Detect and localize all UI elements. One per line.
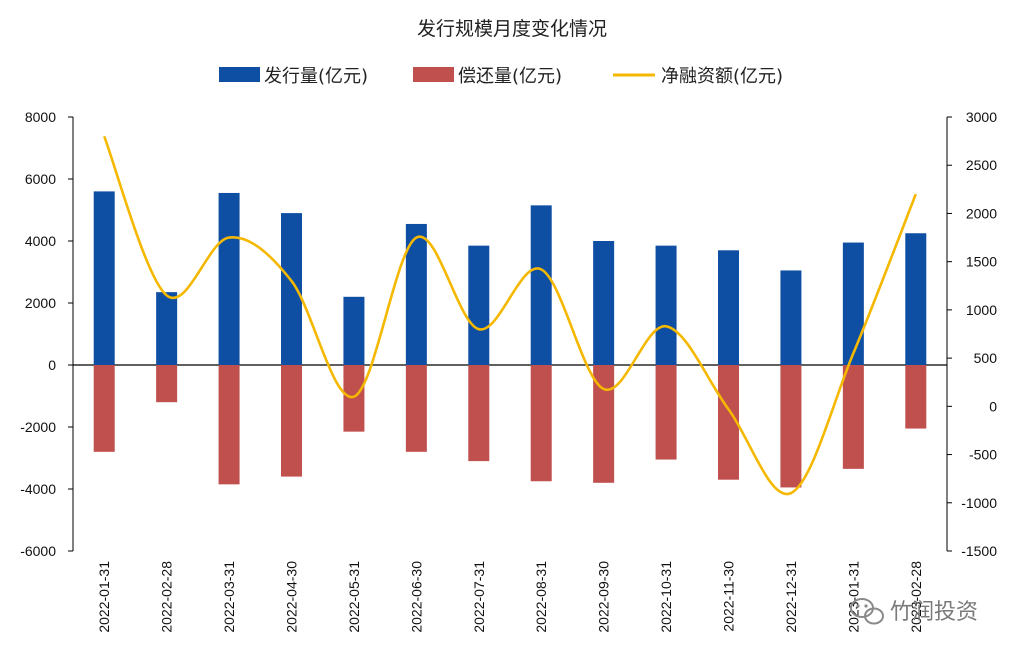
net-financing-line-group bbox=[102, 135, 918, 496]
issuance-bar bbox=[405, 223, 427, 365]
x-tick-label: 2022-08-31 bbox=[533, 561, 549, 633]
y-left-tick-label: 6000 bbox=[25, 171, 56, 187]
axes: 8000 6000 4000 2000 0 -2000 -4000 -6000 3000 2500… bbox=[20, 109, 997, 559]
x-tick-label: 2022-05-31 bbox=[346, 561, 362, 633]
legend-swatch-repayment bbox=[413, 67, 454, 82]
x-tick-label: 2022-06-30 bbox=[408, 561, 424, 633]
x-tick-label: 2023-01-31 bbox=[845, 561, 861, 633]
y-right-tick-label: 0 bbox=[989, 398, 997, 414]
y-left-tick-label: -6000 bbox=[20, 543, 56, 559]
legend-label-net-financing: 净融资额(亿元) bbox=[661, 66, 783, 87]
repayment-bar bbox=[842, 365, 864, 469]
legend-label-issuance: 发行量(亿元) bbox=[264, 66, 368, 87]
issuance-bar bbox=[905, 233, 927, 365]
y-right-tick-label: 2000 bbox=[966, 205, 997, 221]
watermark: 竹润投资 bbox=[850, 598, 978, 625]
watermark-text: 竹润投资 bbox=[890, 600, 978, 625]
y-right-tick-label: -1500 bbox=[961, 543, 997, 559]
legend-swatch-issuance bbox=[219, 67, 260, 82]
repayment-bar bbox=[405, 365, 427, 452]
repayment-bar bbox=[218, 365, 240, 485]
wechat-icon bbox=[850, 598, 884, 625]
issuance-bar bbox=[655, 245, 677, 365]
x-tick-label: 2022-02-28 bbox=[159, 561, 175, 633]
y-right-tick-label: 2500 bbox=[966, 157, 997, 173]
repayment-bar bbox=[530, 365, 552, 482]
y-right-tick-label: 1500 bbox=[966, 254, 997, 270]
chart-title: 发行规模月度变化情况 bbox=[417, 18, 607, 40]
y-left-tick-label: -2000 bbox=[20, 419, 56, 435]
issuance-bar bbox=[93, 191, 115, 365]
x-tick-label: 2022-04-30 bbox=[284, 561, 300, 633]
y-left-tick-label: 2000 bbox=[25, 295, 56, 311]
repayment-bar bbox=[343, 365, 365, 432]
repayment-bar bbox=[93, 365, 115, 452]
issuance-bar bbox=[281, 213, 302, 365]
issuance-bar bbox=[530, 205, 552, 365]
issuance-bar bbox=[718, 250, 739, 365]
x-tick-label: 2023-02-28 bbox=[908, 561, 924, 633]
x-tick-label: 2022-11-30 bbox=[721, 561, 737, 632]
y-right-tick-label: 500 bbox=[974, 350, 998, 366]
repayment-bar bbox=[905, 365, 927, 429]
y-right-tick-label: -1000 bbox=[961, 495, 997, 511]
issuance-bar bbox=[468, 245, 490, 365]
legend-label-repayment: 偿还量(亿元) bbox=[458, 66, 562, 87]
repayment-bar bbox=[281, 365, 302, 477]
y-left-tick-label: 0 bbox=[48, 357, 56, 373]
repayment-bar bbox=[593, 365, 615, 483]
x-tick-label: 2022-12-31 bbox=[783, 561, 799, 633]
repayment-bar bbox=[156, 365, 178, 403]
repayment-bar bbox=[468, 365, 490, 462]
repayment-bar bbox=[655, 365, 677, 460]
issuance-bar bbox=[780, 270, 802, 365]
x-tick-label: 2022-09-30 bbox=[596, 561, 612, 633]
y-right-tick-label: 1000 bbox=[966, 302, 997, 318]
repayment-bar bbox=[780, 365, 802, 488]
x-tick-label: 2022-03-31 bbox=[221, 561, 237, 633]
y-right-tick-label: 3000 bbox=[966, 109, 997, 125]
issuance-bar bbox=[842, 242, 864, 365]
legend: 发行量(亿元) 偿还量(亿元) 净融资额(亿元) bbox=[219, 66, 783, 87]
x-tick-label: 2022-07-31 bbox=[471, 561, 487, 633]
net-financing-line bbox=[102, 135, 918, 496]
issuance-bar bbox=[593, 241, 615, 365]
issuance-bar bbox=[156, 292, 178, 365]
x-tick-labels: 2022-01-31 2022-02-28 2022-03-31 2022-04-30… bbox=[96, 561, 924, 633]
y-left-tick-label: 4000 bbox=[25, 233, 56, 249]
x-tick-label: 2022-01-31 bbox=[96, 561, 112, 633]
y-left-tick-label: -4000 bbox=[20, 481, 56, 497]
bars bbox=[93, 191, 927, 488]
issuance-bar bbox=[343, 296, 365, 365]
y-left-tick-label: 8000 bbox=[25, 109, 56, 125]
x-tick-label: 2022-10-31 bbox=[658, 561, 674, 633]
y-right-tick-label: -500 bbox=[969, 447, 997, 463]
repayment-bar bbox=[718, 365, 739, 480]
issuance-bar bbox=[218, 192, 240, 365]
